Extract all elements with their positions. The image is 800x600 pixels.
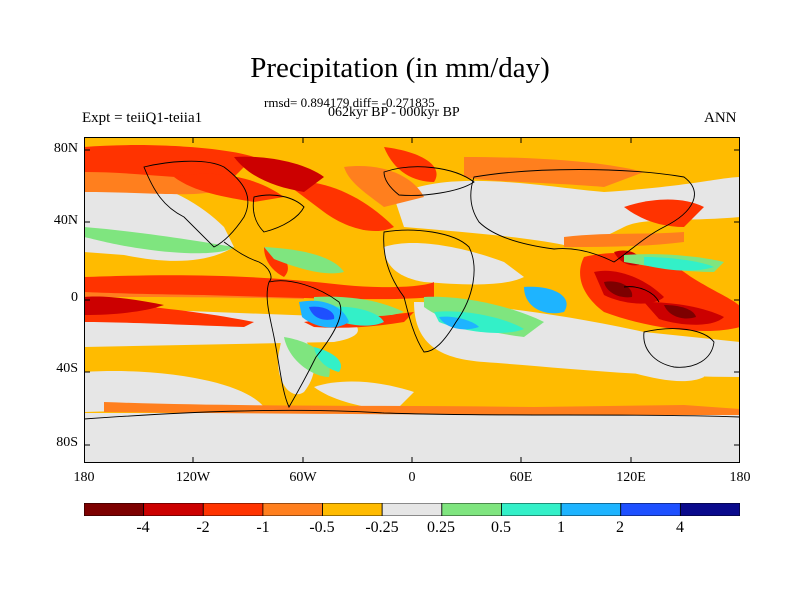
y-tick-label: 80S (56, 435, 78, 450)
map-ticks (84, 137, 740, 463)
colorbar-label: -0.25 (365, 519, 399, 536)
y-tick-label: 40S (56, 361, 78, 376)
x-tick-label: 60W (289, 470, 317, 485)
colorbar-label: -0.5 (309, 519, 335, 536)
plot-title: Precipitation (in mm/day) (250, 52, 550, 84)
australia-outline (643, 328, 715, 368)
colorbar (83, 502, 741, 517)
precipitation-map (84, 137, 740, 463)
colorbar-box (143, 502, 204, 517)
colorbar-label: 2 (616, 519, 624, 536)
y-tick-label: 80N (53, 141, 78, 156)
colorbar-box (501, 502, 562, 517)
colorbar-box (202, 502, 264, 517)
stats-text: rmsd= 0.894179 diff= -0.271835 (264, 95, 435, 110)
y-tick-label: 40N (53, 213, 78, 228)
colorbar-label: 4 (676, 519, 684, 536)
period-subtitle: 062kyr BP - 000kyr BP (328, 105, 460, 120)
y-tick-label: 0 (71, 290, 78, 305)
asia-outline (470, 169, 695, 263)
maroon-cores (604, 281, 696, 319)
colorbar-box (322, 502, 383, 517)
x-tick-label: 120E (616, 470, 646, 485)
colorbar-svg (83, 502, 741, 517)
coastlines (84, 160, 740, 420)
colorbar-box (560, 502, 622, 517)
antarctica-outline (84, 409, 740, 420)
colorbar-box (679, 502, 741, 517)
south-america-outline (266, 280, 342, 408)
x-tick-label: 180 (73, 470, 95, 485)
colorbar-label: 0.5 (491, 519, 511, 536)
colorbar-box (262, 502, 323, 517)
colorbar-label: 1 (557, 519, 565, 536)
maritime-continent-outline (623, 286, 660, 303)
antarctic-band (84, 413, 740, 463)
colorbar-label: 0.25 (427, 519, 455, 536)
europe-outline (383, 166, 475, 196)
colorbar-box (441, 502, 502, 517)
x-tick-label: 60E (509, 470, 533, 485)
colorbar-box (620, 502, 681, 517)
x-tick-label: 120W (175, 470, 211, 485)
colorbar-box (381, 502, 443, 517)
colorbar-label: -2 (196, 519, 210, 536)
strong-blue-areas (309, 306, 335, 320)
season-label: ANN (704, 110, 737, 126)
colorbar-label: -1 (256, 519, 270, 536)
colorbar-box (83, 502, 145, 517)
x-tick-label: 180 (729, 470, 751, 485)
north-america-outline (143, 160, 249, 248)
colorbar-label: -4 (136, 519, 150, 536)
africa-outline (383, 229, 475, 353)
experiment-label: Expt = teiiQ1-teiia1 (82, 110, 203, 126)
central-america-outline (223, 241, 272, 283)
x-tick-label: 0 (408, 470, 416, 485)
